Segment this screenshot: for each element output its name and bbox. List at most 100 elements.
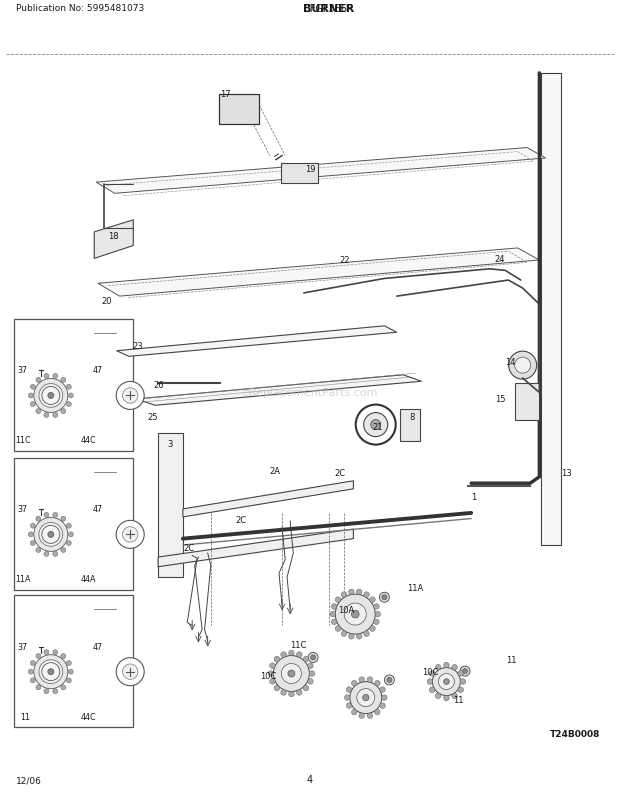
Circle shape (382, 595, 387, 600)
Circle shape (370, 597, 375, 602)
Circle shape (452, 693, 458, 699)
Circle shape (387, 678, 392, 683)
Circle shape (44, 413, 49, 418)
Text: 8: 8 (409, 412, 415, 422)
Circle shape (36, 548, 41, 553)
Circle shape (296, 690, 302, 695)
Circle shape (458, 687, 464, 693)
Text: 44A: 44A (81, 574, 96, 584)
Circle shape (370, 626, 375, 631)
Circle shape (352, 681, 357, 686)
Circle shape (443, 662, 449, 668)
Text: 10A: 10A (338, 605, 354, 614)
Circle shape (48, 669, 54, 674)
Polygon shape (183, 481, 353, 517)
Text: eReplacementParts.com: eReplacementParts.com (242, 388, 378, 398)
Text: 2A: 2A (270, 466, 281, 476)
FancyBboxPatch shape (14, 458, 133, 590)
Text: 11: 11 (507, 654, 517, 664)
Text: 11C: 11C (290, 640, 306, 650)
Circle shape (281, 664, 301, 683)
Circle shape (364, 592, 370, 597)
Circle shape (458, 670, 464, 676)
Text: 47: 47 (93, 642, 103, 651)
Text: 14: 14 (505, 358, 516, 367)
Text: 10C: 10C (422, 667, 438, 677)
Circle shape (30, 402, 35, 407)
Text: 13: 13 (561, 468, 572, 478)
Circle shape (42, 662, 60, 681)
Circle shape (44, 374, 49, 379)
Circle shape (347, 703, 352, 708)
Circle shape (30, 524, 35, 529)
Circle shape (34, 379, 68, 413)
Circle shape (303, 656, 309, 662)
Circle shape (335, 597, 341, 602)
Polygon shape (136, 375, 422, 406)
Text: BURNER: BURNER (303, 4, 354, 14)
FancyBboxPatch shape (281, 164, 318, 184)
Circle shape (281, 652, 286, 658)
Circle shape (348, 634, 354, 639)
Circle shape (66, 661, 71, 666)
Circle shape (341, 592, 347, 597)
Text: 15: 15 (495, 394, 505, 403)
Circle shape (452, 665, 458, 670)
Circle shape (435, 665, 441, 670)
Circle shape (379, 593, 389, 602)
Circle shape (384, 675, 394, 685)
Circle shape (515, 358, 531, 374)
Circle shape (44, 512, 49, 518)
Text: 11A: 11A (16, 574, 31, 584)
Text: 2C: 2C (335, 468, 346, 478)
Text: 44C: 44C (81, 711, 96, 721)
Text: 2C: 2C (236, 515, 247, 525)
Circle shape (438, 674, 454, 690)
Circle shape (443, 695, 449, 701)
Text: T24B0008: T24B0008 (550, 729, 600, 739)
Circle shape (375, 612, 381, 617)
Circle shape (116, 658, 144, 686)
Circle shape (61, 516, 66, 521)
Circle shape (429, 670, 435, 676)
Circle shape (61, 685, 66, 690)
Circle shape (330, 612, 335, 617)
Circle shape (68, 670, 73, 674)
Circle shape (53, 689, 58, 694)
Circle shape (123, 388, 138, 403)
Circle shape (36, 409, 41, 414)
Circle shape (435, 693, 441, 699)
Circle shape (61, 654, 66, 658)
Circle shape (460, 679, 466, 684)
Text: 47: 47 (93, 504, 103, 513)
Text: 17: 17 (220, 90, 231, 99)
Circle shape (379, 687, 385, 692)
Circle shape (44, 689, 49, 694)
Text: 24: 24 (494, 254, 505, 264)
Circle shape (274, 686, 280, 691)
Circle shape (48, 393, 54, 399)
Circle shape (29, 394, 33, 399)
Circle shape (44, 552, 49, 557)
Circle shape (281, 690, 286, 695)
Text: CFGF366F: CFGF366F (304, 4, 353, 14)
Circle shape (29, 533, 33, 537)
Text: 11: 11 (20, 711, 30, 721)
Circle shape (432, 668, 461, 695)
Circle shape (429, 687, 435, 693)
Circle shape (274, 656, 280, 662)
Circle shape (460, 666, 470, 676)
Circle shape (356, 689, 375, 707)
Circle shape (296, 652, 302, 658)
FancyBboxPatch shape (14, 595, 133, 727)
Circle shape (68, 533, 73, 537)
Circle shape (61, 409, 66, 414)
Circle shape (29, 670, 33, 674)
Text: Publication No: 5995481073: Publication No: 5995481073 (16, 4, 144, 13)
Circle shape (44, 650, 49, 655)
Circle shape (335, 594, 375, 634)
Circle shape (53, 650, 58, 655)
Circle shape (288, 650, 294, 656)
Text: 18: 18 (108, 231, 119, 241)
Circle shape (348, 589, 354, 595)
